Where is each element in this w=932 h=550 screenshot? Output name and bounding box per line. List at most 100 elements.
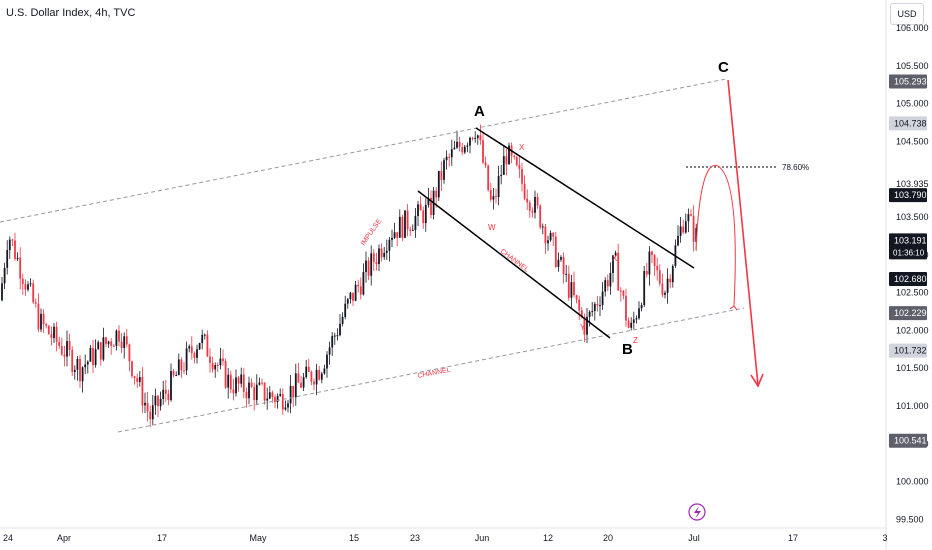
candle-body xyxy=(521,168,523,184)
candle-body xyxy=(3,267,6,284)
descending-channel-upper xyxy=(475,127,695,269)
x-tick-label: 17 xyxy=(157,533,167,543)
price-badge-label: 104.738 xyxy=(894,118,927,128)
candle-body xyxy=(682,226,685,233)
candle-body xyxy=(159,399,162,407)
candle-body xyxy=(664,292,666,295)
candle-body xyxy=(417,204,419,217)
candle-body xyxy=(29,283,32,285)
candle-body xyxy=(536,196,539,206)
candle-body xyxy=(619,290,622,292)
candle-body xyxy=(214,365,217,370)
candle-body xyxy=(562,257,565,275)
candle-body xyxy=(11,239,14,241)
candle-body xyxy=(398,216,401,238)
y-tick-label: 106.000 xyxy=(896,23,929,33)
x-tick-label: 17 xyxy=(788,533,798,543)
candle-body xyxy=(305,366,308,378)
x-tick-label: Apr xyxy=(57,533,71,543)
candle-body xyxy=(310,371,313,382)
currency-selector[interactable]: USD xyxy=(890,3,924,25)
candle-body xyxy=(6,250,9,268)
candle-body xyxy=(573,282,575,296)
candle-body xyxy=(458,141,461,148)
price-badge-label: 103.191 xyxy=(894,235,927,245)
candle-body xyxy=(188,346,191,349)
wave-label-b: B xyxy=(622,341,633,358)
candle-body xyxy=(370,253,373,276)
candle-body xyxy=(367,260,370,276)
candle-body xyxy=(302,377,305,388)
candle-body xyxy=(552,232,555,237)
candle-body xyxy=(86,361,89,365)
candle-body xyxy=(497,176,500,198)
sub-wave-label: W xyxy=(488,223,496,232)
y-tick-label: 101.000 xyxy=(896,401,929,411)
candle-body xyxy=(102,337,105,360)
candle-body xyxy=(227,374,230,388)
candle-body xyxy=(365,260,367,273)
candle-body xyxy=(97,342,100,350)
candle-body xyxy=(209,356,211,363)
candle-body xyxy=(414,216,417,230)
candle-body xyxy=(606,280,609,287)
candle-body xyxy=(157,395,159,407)
candle-body xyxy=(565,273,568,275)
candle-body xyxy=(544,226,547,244)
wave-c-arrowhead xyxy=(750,373,764,388)
candle-body xyxy=(1,283,3,301)
candle-body xyxy=(211,362,214,370)
projection-arrowhead xyxy=(729,305,738,311)
candle-body xyxy=(625,295,627,321)
candle-body xyxy=(125,336,128,345)
candle-body xyxy=(591,311,594,313)
candle-body xyxy=(437,170,440,198)
candle-body xyxy=(666,278,669,293)
candle-body xyxy=(453,147,456,150)
candle-body xyxy=(484,162,487,166)
candle-body xyxy=(53,326,55,339)
candle-body xyxy=(136,377,139,382)
candle-body xyxy=(604,280,607,292)
candle-body xyxy=(313,381,315,385)
x-tick-label: May xyxy=(249,533,267,543)
candle-body xyxy=(250,382,253,387)
candle-body xyxy=(375,261,378,264)
x-tick-label: 15 xyxy=(349,533,359,543)
candle-body xyxy=(690,214,692,216)
candle-body xyxy=(201,334,204,344)
candle-body xyxy=(8,239,11,251)
price-badge-label: 101.732 xyxy=(894,346,927,356)
candle-body xyxy=(47,325,50,335)
candle-body xyxy=(541,226,544,228)
price-badge-label: 100.541 xyxy=(894,436,927,446)
price-badge xyxy=(889,271,927,286)
candle-body xyxy=(612,255,614,274)
price-badge xyxy=(889,233,927,260)
candle-body xyxy=(404,210,406,238)
candle-body xyxy=(336,335,339,337)
candle-body xyxy=(440,170,443,180)
candle-body xyxy=(263,382,266,401)
candle-body xyxy=(190,346,193,354)
price-badge-label: 105.293 xyxy=(894,76,927,86)
candle-body xyxy=(614,252,617,256)
candle-body xyxy=(388,239,391,251)
y-tick-label: 99.500 xyxy=(896,514,924,524)
candle-body xyxy=(123,336,126,349)
candle-body xyxy=(554,236,557,267)
candle-body xyxy=(502,156,505,175)
candle-body xyxy=(463,146,466,153)
candle-body xyxy=(427,197,430,205)
candle-body xyxy=(175,375,178,377)
candle-body xyxy=(318,369,321,380)
candle-body xyxy=(24,284,27,290)
candle-body xyxy=(32,283,35,303)
candle-body xyxy=(297,373,300,383)
candle-body xyxy=(245,391,248,399)
candle-body xyxy=(84,364,87,368)
candle-body xyxy=(255,384,258,401)
candle-body xyxy=(599,305,601,307)
candle-body xyxy=(183,370,185,372)
